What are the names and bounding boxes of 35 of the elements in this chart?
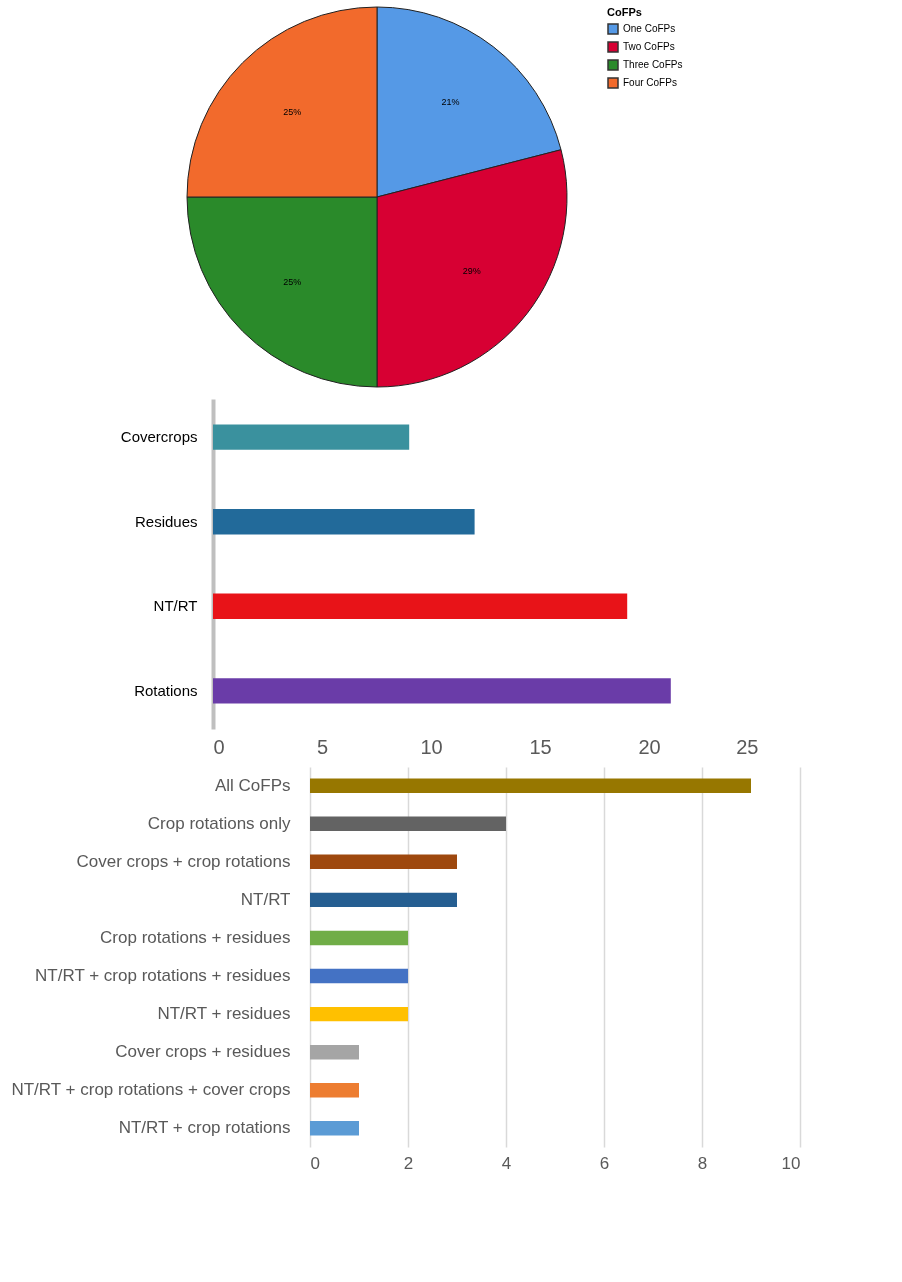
y-tick-label: Covercrops bbox=[120, 428, 198, 446]
legend-label: Two CoFPs bbox=[623, 41, 675, 52]
data-label: 25% bbox=[283, 276, 302, 287]
data-label: 29% bbox=[462, 265, 481, 276]
y-tick-label: NT/RT + crop rotations + residues bbox=[35, 966, 291, 986]
y-tick-label: Cover crops + crop rotations bbox=[76, 851, 291, 871]
y-tick-label: NT/RT bbox=[153, 597, 198, 615]
x-tick-label: 10 bbox=[420, 735, 443, 758]
y-tick-label: Cover crops + residues bbox=[115, 1042, 291, 1062]
x-tick-label: 5 bbox=[316, 735, 329, 758]
y-tick-label: Crop rotations + residues bbox=[100, 927, 291, 947]
y-tick-label: NT/RT bbox=[240, 889, 291, 909]
legend-label: One CoFPs bbox=[623, 23, 676, 34]
y-tick-label: All CoFPs bbox=[214, 775, 291, 795]
y-tick-label: Crop rotations only bbox=[147, 813, 291, 833]
x-tick-label: 0 bbox=[213, 735, 225, 758]
x-tick-label: 2 bbox=[403, 1153, 414, 1173]
x-tick-label: 6 bbox=[599, 1153, 610, 1173]
data-label: 25% bbox=[283, 107, 302, 118]
x-tick-label: 20 bbox=[638, 735, 661, 758]
legend-title: CoFPs bbox=[607, 6, 642, 18]
legend-label: Three CoFPs bbox=[623, 59, 683, 70]
x-tick-label: 0 bbox=[310, 1153, 320, 1173]
data-label: 21% bbox=[441, 97, 460, 108]
x-tick-label: 25 bbox=[736, 735, 759, 758]
y-tick-label: NT/RT + crop rotations bbox=[118, 1118, 291, 1138]
y-tick-label: Residues bbox=[134, 512, 198, 530]
x-tick-label: 10 bbox=[781, 1153, 801, 1173]
y-tick-label: NT/RT + residues bbox=[157, 1004, 291, 1024]
legend-label: Four CoFPs bbox=[623, 77, 677, 88]
x-tick-label: 15 bbox=[529, 735, 552, 758]
x-tick-label: 4 bbox=[501, 1153, 512, 1173]
x-tick-label: 8 bbox=[697, 1153, 708, 1173]
y-tick-label: NT/RT + crop rotations + cover crops bbox=[11, 1080, 291, 1100]
y-tick-label: Rotations bbox=[134, 681, 198, 699]
